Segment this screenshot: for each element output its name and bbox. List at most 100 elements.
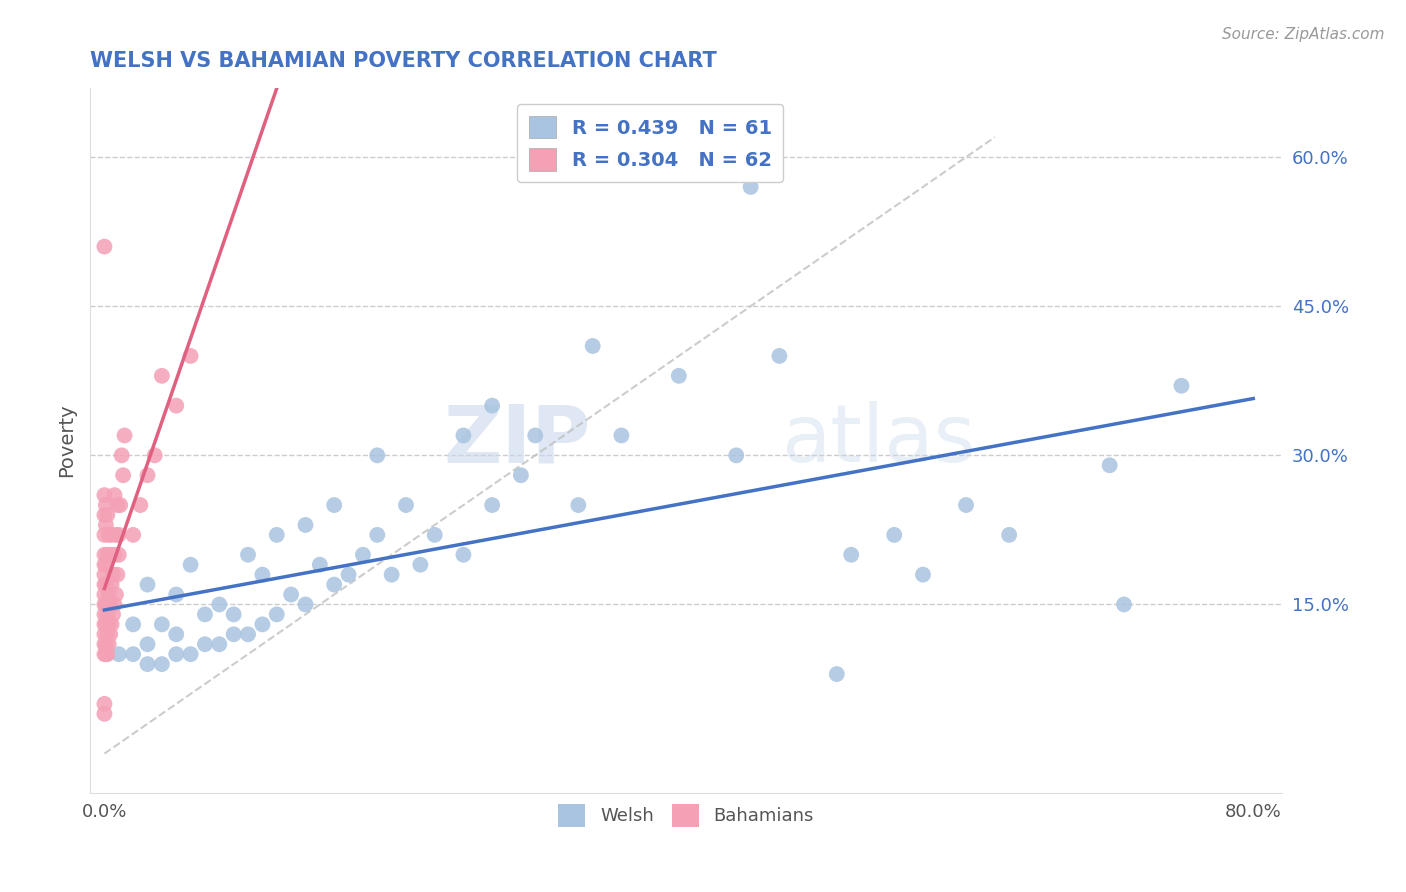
Point [481, 399, 503, 413]
Point [93, 617, 115, 632]
Point [252, 567, 274, 582]
Point [105, 567, 128, 582]
Point [222, 607, 245, 622]
Point [136, 657, 159, 672]
Point [104, 588, 127, 602]
Text: atlas: atlas [782, 401, 976, 479]
Point [93, 598, 115, 612]
Point [97, 637, 120, 651]
Point [94, 617, 117, 632]
Point [94, 498, 117, 512]
Point [98, 627, 121, 641]
Point [103, 598, 125, 612]
Point [94, 517, 117, 532]
Point [236, 548, 259, 562]
Point [93, 647, 115, 661]
Point [280, 588, 302, 602]
Point [423, 528, 446, 542]
Point [93, 488, 115, 502]
Point [165, 647, 187, 661]
Point [266, 528, 288, 542]
Point [567, 498, 589, 512]
Point [768, 349, 790, 363]
Point [96, 607, 118, 622]
Point [610, 428, 633, 442]
Point [366, 528, 388, 542]
Point [323, 498, 346, 512]
Point [143, 448, 166, 462]
Point [582, 339, 605, 353]
Point [93, 548, 115, 562]
Point [111, 448, 134, 462]
Point [105, 498, 128, 512]
Point [668, 368, 690, 383]
Point [883, 528, 905, 542]
Point [366, 448, 388, 462]
Point [294, 517, 316, 532]
Point [150, 617, 173, 632]
Point [395, 498, 418, 512]
Point [96, 627, 118, 641]
Point [93, 577, 115, 591]
Point [180, 558, 202, 572]
Point [93, 627, 115, 641]
Point [453, 548, 475, 562]
Point [208, 598, 231, 612]
Point [998, 528, 1021, 542]
Point [93, 558, 115, 572]
Point [381, 567, 404, 582]
Point [252, 617, 274, 632]
Point [266, 607, 288, 622]
Point [97, 528, 120, 542]
Point [100, 577, 122, 591]
Point [740, 180, 762, 194]
Legend: Welsh, Bahamians: Welsh, Bahamians [551, 797, 821, 834]
Point [93, 508, 115, 522]
Point [94, 558, 117, 572]
Point [337, 567, 360, 582]
Point [165, 627, 187, 641]
Point [94, 647, 117, 661]
Point [453, 428, 475, 442]
Point [509, 468, 531, 483]
Point [524, 428, 547, 442]
Point [94, 577, 117, 591]
Point [165, 399, 187, 413]
Point [93, 567, 115, 582]
Point [839, 548, 862, 562]
Point [129, 498, 152, 512]
Point [955, 498, 977, 512]
Point [323, 577, 346, 591]
Point [222, 627, 245, 641]
Point [911, 567, 934, 582]
Point [352, 548, 374, 562]
Point [208, 637, 231, 651]
Point [236, 627, 259, 641]
Point [101, 607, 124, 622]
Point [122, 528, 145, 542]
Point [481, 498, 503, 512]
Point [93, 607, 115, 622]
Point [112, 468, 135, 483]
Point [97, 588, 120, 602]
Point [94, 637, 117, 651]
Point [180, 349, 202, 363]
Point [98, 548, 121, 562]
Point [409, 558, 432, 572]
Point [93, 588, 115, 602]
Point [107, 548, 129, 562]
Point [107, 528, 129, 542]
Point [725, 448, 748, 462]
Point [110, 498, 132, 512]
Point [825, 667, 848, 681]
Point [93, 528, 115, 542]
Point [103, 548, 125, 562]
Point [1098, 458, 1121, 473]
Y-axis label: Poverty: Poverty [58, 403, 76, 477]
Point [194, 607, 217, 622]
Point [136, 468, 159, 483]
Point [97, 617, 120, 632]
Point [94, 598, 117, 612]
Point [308, 558, 330, 572]
Text: Source: ZipAtlas.com: Source: ZipAtlas.com [1222, 27, 1385, 42]
